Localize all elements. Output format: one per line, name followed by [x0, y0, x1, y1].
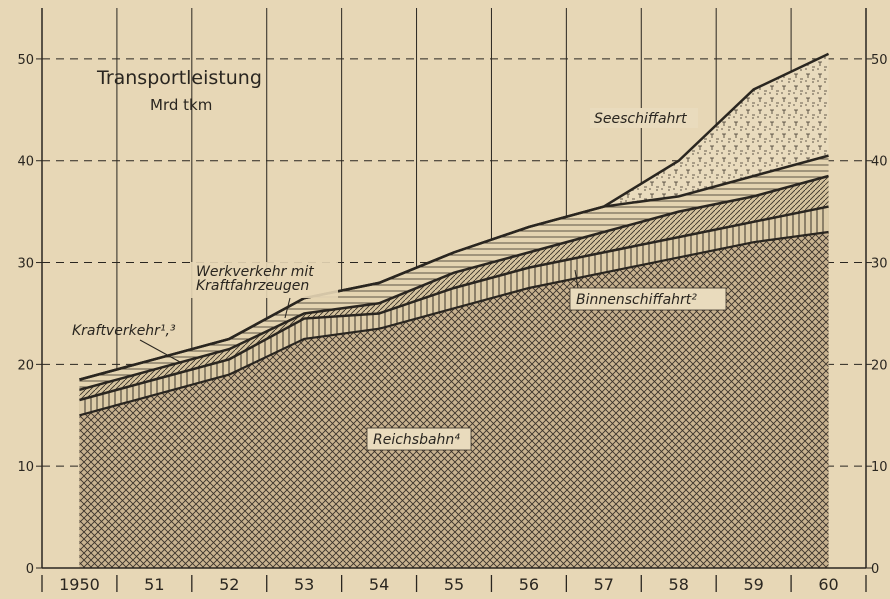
ytick-label-left-30: 30: [17, 257, 34, 272]
chart-title: Transportleistung: [96, 67, 262, 89]
xtick-label-56: 56: [519, 575, 539, 594]
ytick-label-left-0: 0: [26, 562, 34, 577]
axes: 0 0 10 10 20 20 30 30 40 40 50 50 1950 51 52 53 54 55 56 57…: [17, 53, 887, 594]
xtick-label-52: 52: [219, 575, 239, 594]
ytick-label-right-0: 0: [871, 562, 879, 577]
chart-unit: Mrd tkm: [150, 96, 212, 114]
ytick-label-left-10: 10: [17, 460, 34, 475]
series-lines: [79, 52, 830, 417]
series-label-kraftverkehr: Kraftverkehr¹,³: [72, 323, 181, 363]
ytick-label-right-20: 20: [871, 358, 888, 373]
xtick-label-54: 54: [369, 575, 389, 594]
ytick-label-left-50: 50: [17, 53, 34, 68]
line-seeschiffahrt: [79, 52, 830, 381]
series-label-reichsbahn: Reichsbahn⁴: [366, 427, 472, 451]
svg-text:Reichsbahn⁴: Reichsbahn⁴: [373, 432, 460, 448]
area-reichsbahn: [79, 232, 829, 568]
plot-frame: [41, 8, 867, 569]
area-binnenschiffahrt: [79, 206, 829, 416]
ytick-label-left-40: 40: [17, 155, 34, 170]
ytick-label-left-20: 20: [17, 358, 34, 373]
xtick-label-51: 51: [144, 575, 164, 594]
ytick-label-right-10: 10: [871, 460, 888, 475]
ytick-label-right-40: 40: [871, 155, 888, 170]
svg-text:Seeschiffahrt: Seeschiffahrt: [594, 111, 687, 127]
ytick-label-right-30: 30: [871, 257, 888, 272]
xtick-label-59: 59: [743, 575, 763, 594]
svg-text:Kraftverkehr¹,³: Kraftverkehr¹,³: [72, 323, 176, 339]
xtick-label-1950: 1950: [59, 575, 100, 594]
line-werkverkehr-mit-kraftfahrzeugen: [79, 174, 829, 392]
xtick-label-60: 60: [818, 575, 838, 594]
xtick-label-55: 55: [444, 575, 464, 594]
xtick-label-57: 57: [594, 575, 614, 594]
series-label-seeschiffahrt: Seeschiffahrt: [590, 108, 698, 128]
series-label-binnenschiffahrt: Binnenschiffahrt²: [569, 269, 727, 311]
xtick-label-58: 58: [669, 575, 689, 594]
series-label-werkverkehr: Werkverkehr mit Kraftfahrzeugen: [190, 262, 338, 319]
line-binnenschiffahrt: [79, 205, 829, 402]
xtick-label-53: 53: [294, 575, 314, 594]
ytick-label-right-50: 50: [871, 53, 888, 68]
svg-text:Binnenschiffahrt²: Binnenschiffahrt²: [576, 292, 697, 308]
line-reichsbahn: [79, 230, 829, 417]
